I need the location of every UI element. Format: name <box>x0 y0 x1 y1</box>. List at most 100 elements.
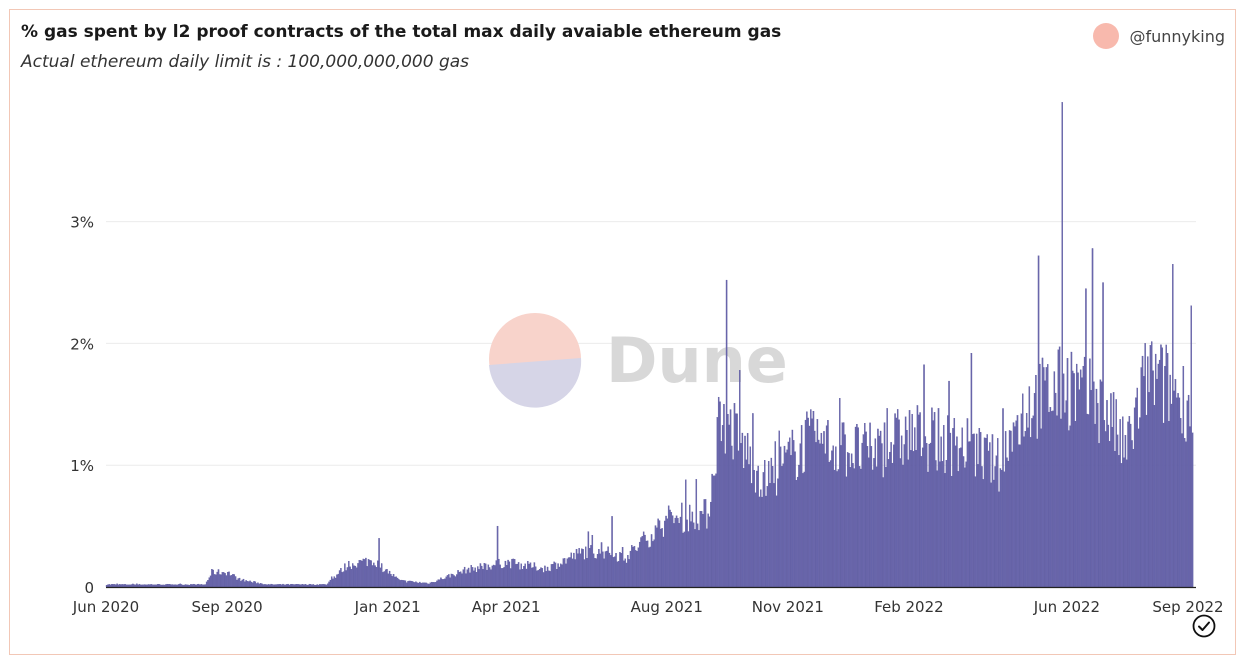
bar[interactable] <box>586 558 588 588</box>
bar[interactable] <box>800 425 803 588</box>
bar[interactable] <box>1036 438 1038 588</box>
bar[interactable] <box>695 479 698 588</box>
bar[interactable] <box>549 571 551 588</box>
bar[interactable] <box>137 584 139 588</box>
bar[interactable] <box>540 567 542 588</box>
bar[interactable] <box>456 574 458 588</box>
bar[interactable] <box>965 461 967 588</box>
bar[interactable] <box>392 574 395 588</box>
bar[interactable] <box>931 407 933 588</box>
bar[interactable] <box>136 583 138 588</box>
bar[interactable] <box>192 583 195 588</box>
bar[interactable] <box>180 584 183 588</box>
bar[interactable] <box>810 409 812 588</box>
bar[interactable] <box>989 442 991 588</box>
bar[interactable] <box>1100 381 1103 588</box>
bar[interactable] <box>307 584 309 588</box>
bar[interactable] <box>1018 444 1020 588</box>
bar[interactable] <box>936 470 938 588</box>
bar[interactable] <box>885 467 887 588</box>
bar[interactable] <box>638 541 641 588</box>
bar[interactable] <box>760 489 762 588</box>
bar[interactable] <box>492 564 495 588</box>
bar[interactable] <box>807 417 809 588</box>
bar[interactable] <box>565 563 567 588</box>
bar[interactable] <box>208 577 211 588</box>
bar[interactable] <box>795 480 798 588</box>
bar[interactable] <box>556 569 558 588</box>
bar[interactable] <box>366 566 368 588</box>
bar[interactable] <box>877 428 879 588</box>
bar[interactable] <box>933 412 936 588</box>
bar[interactable] <box>1148 392 1150 588</box>
bar[interactable] <box>1122 416 1124 588</box>
bar[interactable] <box>1110 393 1112 588</box>
bar[interactable] <box>1054 392 1057 588</box>
bar[interactable] <box>739 370 741 588</box>
bar[interactable] <box>491 565 494 588</box>
bar[interactable] <box>487 564 490 588</box>
bar[interactable] <box>592 553 595 588</box>
bar[interactable] <box>542 572 545 588</box>
bar[interactable] <box>786 449 788 588</box>
bar[interactable] <box>1023 436 1025 588</box>
bar[interactable] <box>823 431 825 588</box>
bar[interactable] <box>155 584 158 588</box>
bar[interactable] <box>267 584 270 588</box>
bar[interactable] <box>119 584 121 588</box>
bar[interactable] <box>1015 420 1017 588</box>
bar[interactable] <box>617 561 620 588</box>
bar[interactable] <box>869 422 871 588</box>
bar[interactable] <box>808 425 811 588</box>
bar[interactable] <box>521 569 524 588</box>
bar[interactable] <box>288 584 291 588</box>
bar[interactable] <box>944 473 946 588</box>
bar[interactable] <box>287 583 289 588</box>
bar[interactable] <box>216 571 218 588</box>
bar[interactable] <box>646 540 649 588</box>
bar[interactable] <box>1078 389 1081 588</box>
bar[interactable] <box>112 584 114 588</box>
bar[interactable] <box>964 467 966 588</box>
bar[interactable] <box>923 364 925 588</box>
bar[interactable] <box>829 460 832 588</box>
bar[interactable] <box>566 558 569 588</box>
bar[interactable] <box>141 584 143 588</box>
bar[interactable] <box>211 569 213 588</box>
bar[interactable] <box>731 445 733 588</box>
bar[interactable] <box>623 560 625 588</box>
bar[interactable] <box>841 422 844 588</box>
bar[interactable] <box>255 583 258 588</box>
bar[interactable] <box>405 582 408 588</box>
bar[interactable] <box>961 427 963 588</box>
bar[interactable] <box>312 584 314 588</box>
bar[interactable] <box>450 573 453 588</box>
bar[interactable] <box>483 563 486 588</box>
bar[interactable] <box>785 452 787 588</box>
bar[interactable] <box>448 574 450 588</box>
bar[interactable] <box>1044 380 1046 588</box>
bar[interactable] <box>1068 430 1070 588</box>
bar[interactable] <box>390 574 392 588</box>
bar[interactable] <box>261 583 263 588</box>
bar[interactable] <box>1037 255 1040 588</box>
bar[interactable] <box>404 580 407 588</box>
bar[interactable] <box>170 584 172 588</box>
bar[interactable] <box>700 511 703 588</box>
bar[interactable] <box>432 582 434 588</box>
bar[interactable] <box>1145 414 1148 588</box>
bar[interactable] <box>840 445 842 588</box>
bar[interactable] <box>130 584 133 588</box>
bar[interactable] <box>1176 397 1178 588</box>
bar[interactable] <box>536 570 538 588</box>
bar[interactable] <box>741 432 744 588</box>
bar[interactable] <box>400 579 403 588</box>
bar[interactable] <box>299 584 301 588</box>
bar[interactable] <box>708 516 711 588</box>
bar[interactable] <box>249 580 251 588</box>
bar[interactable] <box>474 567 476 588</box>
bar[interactable] <box>149 584 151 588</box>
bar[interactable] <box>111 584 113 588</box>
bar[interactable] <box>105 584 108 588</box>
bar[interactable] <box>132 583 134 588</box>
